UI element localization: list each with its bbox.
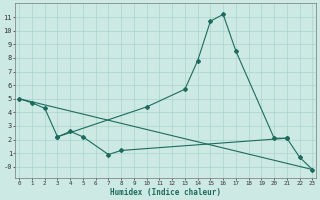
X-axis label: Humidex (Indice chaleur): Humidex (Indice chaleur): [110, 188, 221, 197]
